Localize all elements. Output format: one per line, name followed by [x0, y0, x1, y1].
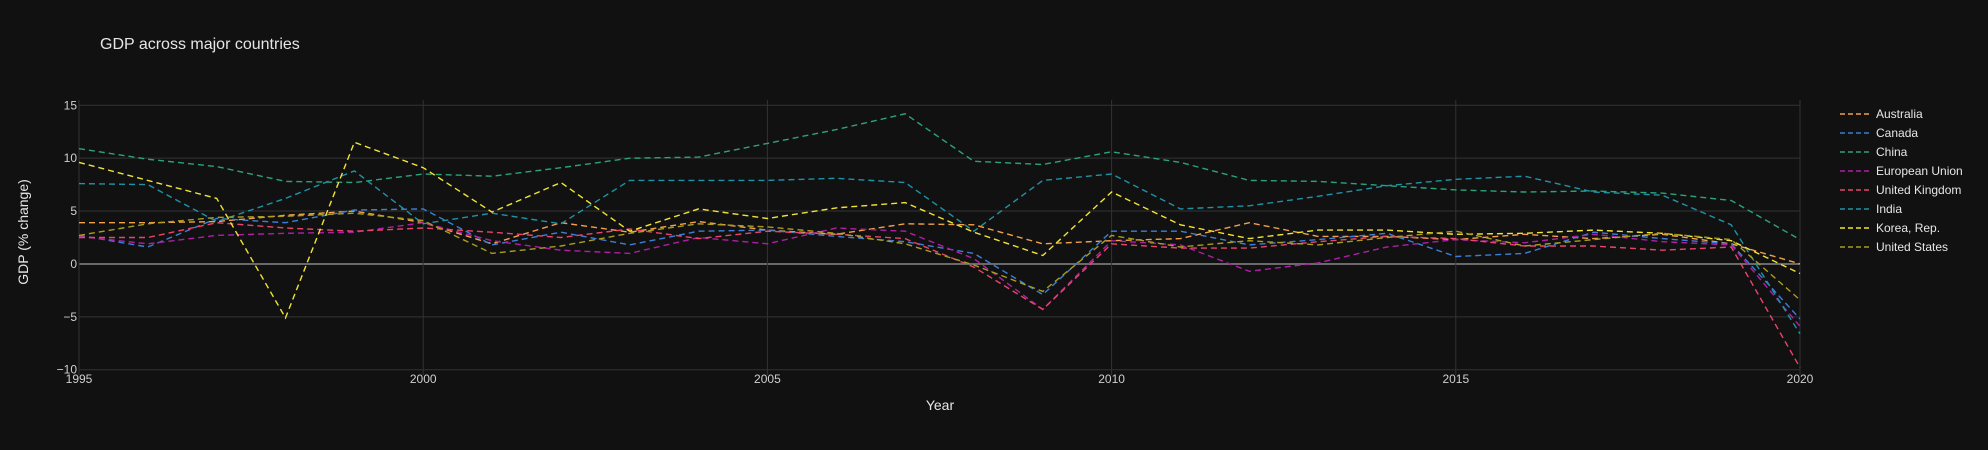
y-tick-label: −5 [63, 310, 77, 324]
y-axis-ticks: −10 −5 0 5 10 15 [57, 98, 78, 376]
y-tick-label: 10 [64, 151, 78, 165]
x-tick-label: 2015 [1442, 372, 1469, 386]
series-line [78, 141, 1801, 320]
legend-label: United Kingdom [1876, 183, 1961, 197]
legend-label: Canada [1876, 126, 1918, 140]
series-line [78, 208, 1801, 320]
series-line [79, 210, 1801, 265]
chart-title: GDP across major countries [100, 36, 300, 53]
x-tick-label: 2020 [1787, 372, 1814, 386]
x-tick-label: 2005 [754, 372, 781, 386]
y-tick-label: 15 [64, 98, 78, 112]
y-tick-label: 5 [70, 204, 77, 218]
legend-label: India [1876, 202, 1902, 216]
legend-label: Australia [1876, 107, 1923, 121]
legend-label: Korea, Rep. [1876, 221, 1940, 235]
legend-label: China [1876, 145, 1908, 159]
y-axis-label: GDP (% change) [15, 179, 31, 285]
x-tick-label: 2010 [1098, 372, 1125, 386]
series-line [78, 221, 1801, 327]
x-axis-ticks: 1995 2000 2005 2010 2015 2020 [66, 372, 1814, 386]
series-line [79, 221, 1801, 368]
x-tick-label: 1995 [66, 372, 93, 386]
series-group [78, 113, 1801, 368]
series-line [78, 113, 1801, 241]
grid-lines [78, 100, 1801, 375]
x-tick-label: 2000 [410, 372, 437, 386]
series-line [78, 212, 1801, 301]
legend-label: European Union [1876, 164, 1963, 178]
legend-label: United States [1876, 240, 1948, 254]
legend: Australia Canada China European Union United… [1840, 107, 1963, 254]
y-tick-label: 0 [70, 257, 77, 271]
x-axis-label: Year [926, 397, 955, 413]
y-tick-label: −10 [57, 363, 78, 377]
